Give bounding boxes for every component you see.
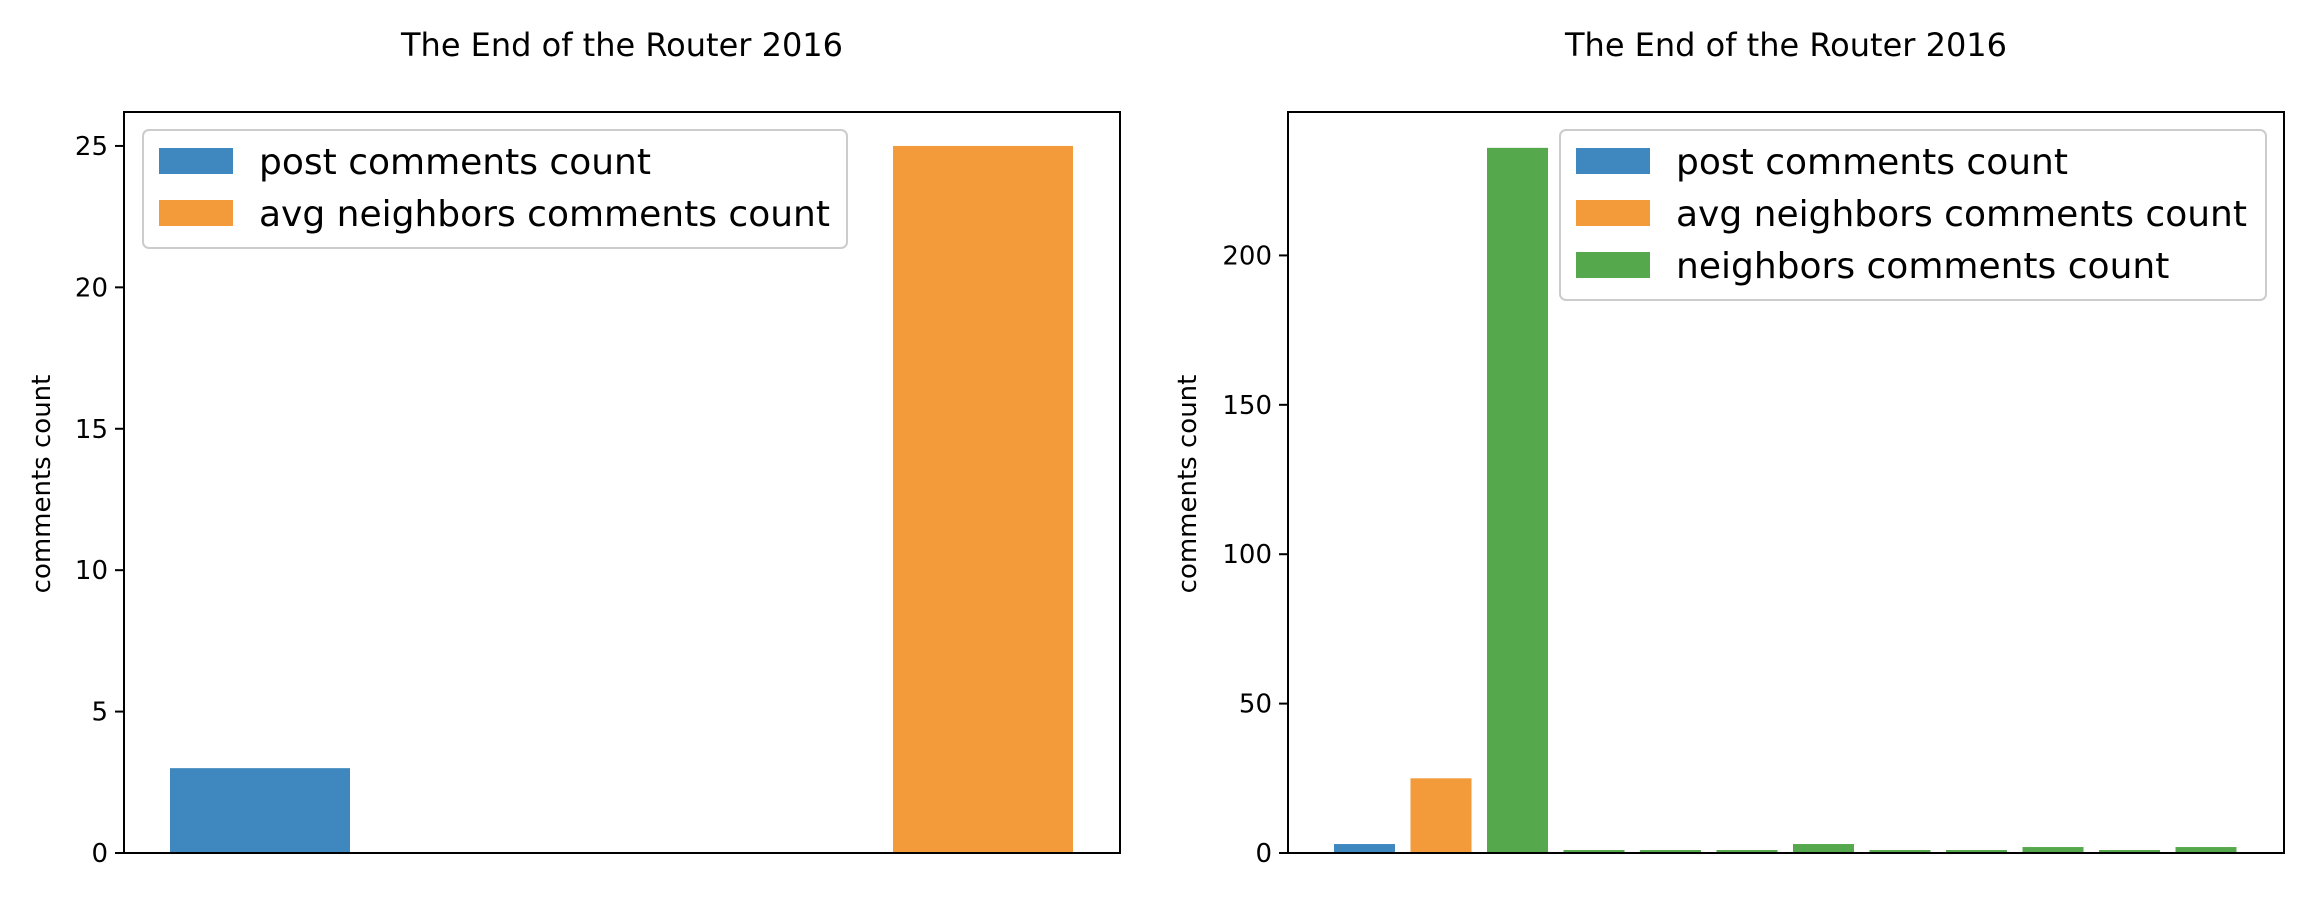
y-tick-label: 15 [75, 415, 108, 445]
chart-left-title: The End of the Router 2016 [400, 26, 843, 64]
chart-right-frame [1287, 111, 2285, 854]
legend-box [142, 129, 848, 249]
legend-label: avg neighbors comments count [1676, 194, 2247, 235]
legend-label: post comments count [259, 142, 651, 183]
bar-neighbors [1946, 850, 2007, 853]
bar-neighbors [1563, 850, 1625, 853]
y-tick-label: 0 [91, 839, 108, 869]
bar-neighbors [1716, 850, 1778, 853]
y-tick-label: 10 [75, 556, 108, 586]
chart-left-legend: post comments count avg neighbors comment… [142, 129, 848, 249]
chart-right-ylabel: comments count [1173, 375, 1203, 594]
legend-swatch-avg [1576, 200, 1650, 226]
chart-right: The End of the Router 2016 comments coun… [1173, 26, 2285, 869]
legend-swatch-post [159, 148, 233, 174]
y-tick-label: 50 [1239, 690, 1272, 720]
y-tick-label: 200 [1222, 241, 1272, 271]
legend-label: neighbors comments count [1676, 246, 2169, 287]
chart-left-ylabel: comments count [27, 375, 57, 594]
legend-swatch-avg [159, 200, 233, 226]
chart-right-title: The End of the Router 2016 [1564, 26, 2007, 64]
y-tick-label: 100 [1222, 540, 1272, 570]
y-tick-label: 25 [75, 132, 108, 162]
bar-neighbors [1869, 850, 1931, 853]
bar-post [170, 768, 350, 853]
bar-post [1334, 844, 1395, 853]
legend-box [1559, 129, 2267, 301]
y-tick-label: 20 [75, 273, 108, 303]
bar-neighbors [2099, 850, 2160, 853]
chart-right-legend: post comments count avg neighbors comment… [1559, 129, 2267, 301]
bar-avg [1410, 778, 1472, 853]
chart-left-frame [123, 111, 1121, 854]
chart-left: The End of the Router 2016 comments coun… [27, 26, 1121, 869]
bar-avg [893, 145, 1073, 853]
bar-neighbors [2175, 847, 2237, 853]
bar-neighbors [1640, 850, 1701, 853]
bar-neighbors [1793, 844, 1854, 853]
y-tick-label: 150 [1222, 391, 1272, 421]
y-tick-label: 0 [1255, 839, 1272, 869]
legend-label: post comments count [1676, 142, 2068, 183]
bar-neighbors [1487, 147, 1548, 853]
bar-neighbors [2022, 847, 2084, 853]
legend-swatch-post [1576, 148, 1650, 174]
legend-swatch-neighbors [1576, 252, 1650, 278]
legend-label: avg neighbors comments count [259, 194, 830, 235]
y-tick-label: 5 [91, 698, 108, 728]
